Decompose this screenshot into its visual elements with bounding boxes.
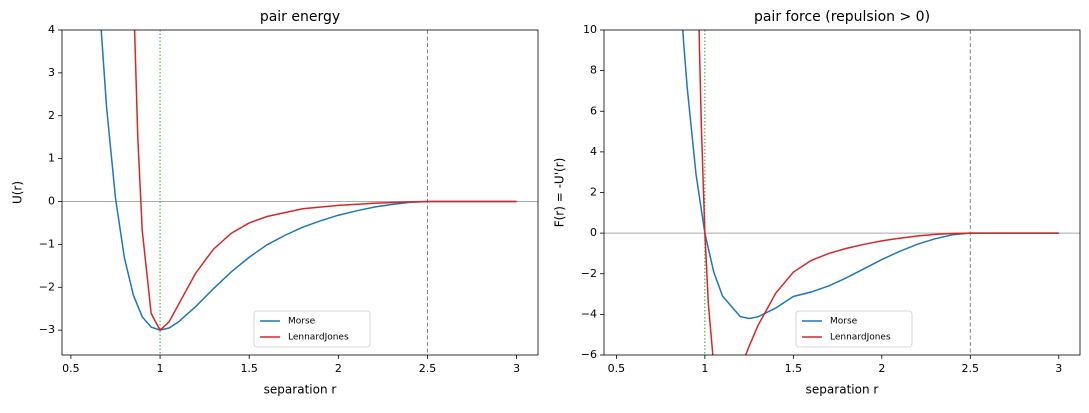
y-tick-label: −4 [581, 307, 597, 320]
y-axis-label: U(r) [11, 181, 25, 204]
y-tick-label: −6 [581, 348, 597, 361]
x-tick-label: 2.5 [962, 362, 980, 375]
x-axis-label: separation r [264, 383, 337, 397]
x-tick-label: 0.5 [62, 362, 80, 375]
y-tick-label: −1 [39, 237, 55, 250]
y-tick-label: −3 [39, 323, 55, 336]
plot-area [604, 30, 1080, 355]
x-tick-label: 2 [335, 362, 342, 375]
x-axis-label: separation r [806, 383, 879, 397]
series-line [682, 30, 1059, 320]
series-line [698, 30, 1059, 355]
x-tick-label: 1 [701, 362, 708, 375]
y-tick-label: 2 [48, 109, 55, 122]
y-tick-label: 4 [48, 23, 55, 36]
legend-label: Morse [830, 317, 858, 327]
y-tick-label: 0 [590, 226, 597, 239]
y-tick-label: 0 [48, 195, 55, 208]
y-axis-label: F(r) = -U'(r) [553, 158, 567, 228]
axes-frame [61, 29, 539, 356]
legend-label: LennardJones [830, 333, 891, 343]
subplot: 0.5 1 1.5 2 2.5 3 −6 −4 −2 0 2 4 6 8 10 pair force (rep… [553, 9, 1081, 397]
chart-title: pair energy [260, 9, 340, 25]
chart-title: pair force (repulsion > 0) [754, 9, 930, 25]
y-tick-label: −2 [39, 280, 55, 293]
legend-label: LennardJones [288, 333, 349, 343]
legend: Morse LennardJones [253, 310, 371, 348]
y-tick-label: 4 [590, 145, 597, 158]
series-line [133, 30, 517, 332]
legend-label: Morse [288, 317, 316, 327]
x-tick-label: 2.5 [419, 362, 437, 375]
x-tick-label: 3 [1055, 362, 1062, 375]
y-tick-label: 1 [48, 152, 55, 165]
legend: Morse LennardJones [795, 310, 913, 348]
subplot: 0.5 1 1.5 2 2.5 3 −3 −2 −1 0 1 2 3 4 pair energy separa… [11, 9, 539, 397]
y-tick-label: 6 [590, 104, 597, 117]
legend-box [253, 310, 371, 348]
x-tick-label: 3 [513, 362, 520, 375]
axes-frame [603, 29, 1081, 356]
y-tick-label: −2 [581, 267, 597, 280]
plot-area [62, 30, 538, 355]
y-tick-label: 10 [583, 23, 597, 36]
x-tick-label: 1.5 [240, 362, 258, 375]
y-tick-label: 8 [590, 64, 597, 77]
x-tick-label: 1.5 [785, 362, 803, 375]
x-tick-label: 1 [157, 362, 164, 375]
y-tick-label: 3 [48, 66, 55, 79]
x-tick-label: 0.5 [608, 362, 626, 375]
y-tick-label: 2 [590, 186, 597, 199]
legend-box [795, 310, 913, 348]
x-tick-label: 2 [878, 362, 885, 375]
series-line [100, 30, 517, 331]
